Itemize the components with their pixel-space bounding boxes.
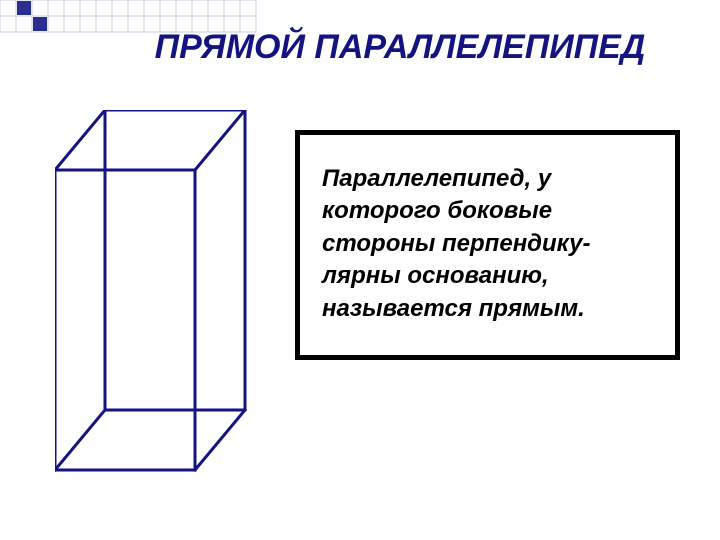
page-title: ПРЯМОЙ ПАРАЛЛЕЛЕПИПЕД — [100, 28, 700, 67]
cuboid-diagram — [55, 110, 255, 490]
definition-box: Параллелепипед, у которого боковые сторо… — [295, 130, 680, 360]
definition-text: Параллелепипед, у которого боковые сторо… — [322, 165, 590, 322]
